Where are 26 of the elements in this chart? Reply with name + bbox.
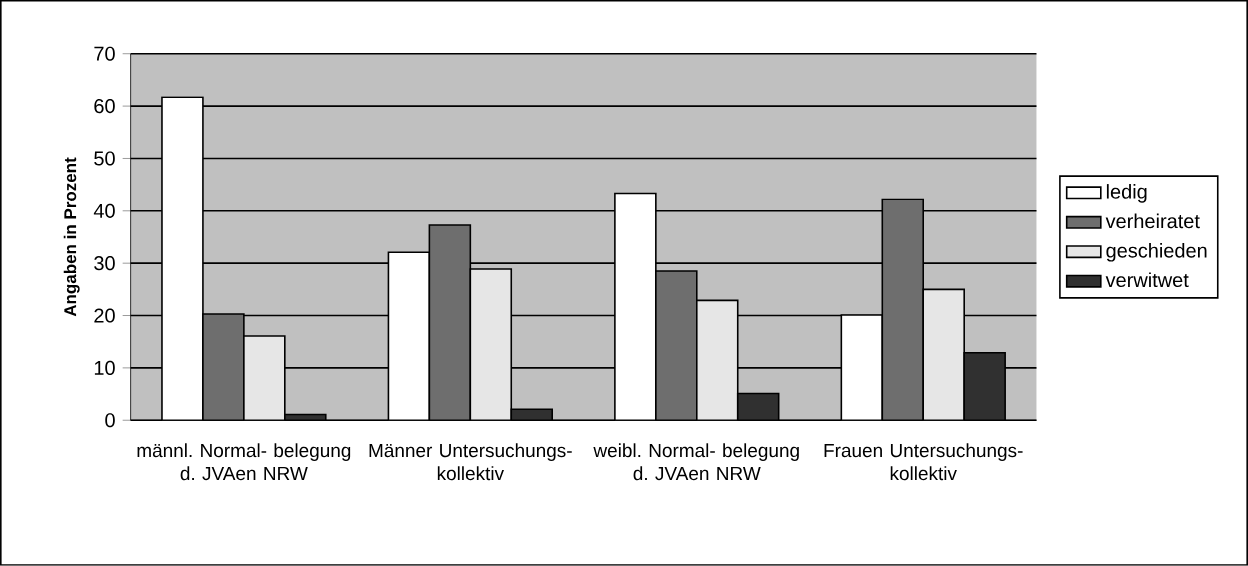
bar [469,268,513,421]
x-tick-label: weibl. Normal- belegung d. JVAen NRW [593,443,799,481]
legend-label: verwitwet [1105,272,1189,288]
x-tick-label: Männer Untersuchungs- kollektiv [369,443,572,481]
bar [428,224,472,421]
y-tick-label: 50 [94,151,115,166]
y-tick-label: 10 [94,360,115,376]
y-tick-label: 0 [105,413,115,428]
bar [963,351,1006,421]
bar [202,313,245,421]
y-tick-label: 70 [94,46,115,61]
y-tick-label: 20 [94,308,115,323]
y-tick-label: 30 [94,256,115,271]
bar [243,335,286,421]
y-axis-title: Angaben in Prozent [63,157,80,317]
x-tick-label: männl. Normal- belegung d. JVAen NRW [137,443,351,481]
legend-label: verheiratet [1105,213,1200,229]
bar [881,198,925,421]
legend-label: geschieden [1106,243,1207,262]
bar [695,299,739,421]
x-tick-label: Frauen Untersuchungs- kollektiv [824,443,1023,481]
bar [922,288,965,421]
y-tick-label: 40 [93,203,115,218]
bar [655,270,698,421]
y-tick-label: 60 [94,99,115,114]
legend-label: ledig [1106,184,1147,203]
